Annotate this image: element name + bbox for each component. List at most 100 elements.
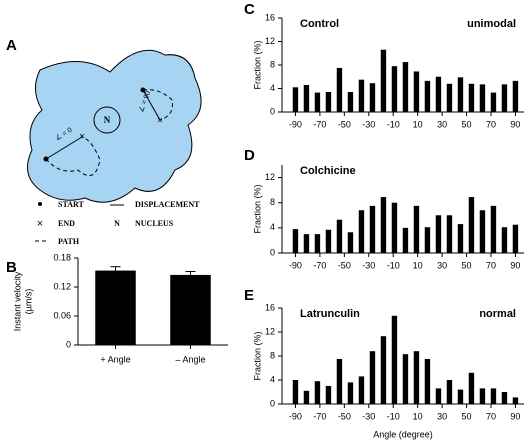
- legend-label: DISPLACEMENT: [135, 200, 200, 209]
- y-tick-label: 0: [270, 398, 275, 408]
- annotation: unimodal: [467, 18, 516, 30]
- x-tick-label: 50: [462, 260, 472, 270]
- bar: [424, 227, 431, 253]
- bar: [303, 234, 310, 253]
- x-tick-label: -30: [362, 411, 375, 421]
- legend-label: PATH: [58, 237, 80, 246]
- y-tick-label: 4: [270, 374, 275, 384]
- displacement: [142, 89, 161, 121]
- legend-label: START: [58, 200, 84, 209]
- y-tick-label: 8: [270, 59, 275, 69]
- bar: [402, 227, 409, 253]
- y-tick-label: 0.12: [53, 281, 71, 291]
- y-tick-label: 12: [265, 326, 275, 336]
- bar: [303, 84, 310, 112]
- panel-letter: D: [244, 147, 255, 164]
- x-tick-label: 30: [437, 260, 447, 270]
- bar: [325, 92, 332, 112]
- panel-letter: B: [6, 259, 17, 276]
- bar: [468, 197, 475, 253]
- y-tick-label: 0.18: [53, 252, 71, 262]
- bar: [391, 315, 398, 404]
- bar: [347, 232, 354, 253]
- x-tick-label: -90: [289, 260, 302, 270]
- x-tick-label: 90: [510, 411, 520, 421]
- legend-end: ×: [37, 218, 43, 230]
- x-tick-label: 70: [486, 119, 496, 129]
- y-tick-label: 0: [270, 106, 275, 116]
- x-tick-label: 50: [462, 119, 472, 129]
- legend-label: END: [58, 219, 75, 228]
- x-tick-label: -70: [313, 119, 326, 129]
- bar: [292, 229, 299, 253]
- x-tick-label: -90: [289, 119, 302, 129]
- bar: [314, 381, 321, 404]
- bar: [95, 270, 136, 345]
- bar: [292, 87, 299, 112]
- y-tick-label: 12: [265, 172, 275, 182]
- bar: [446, 215, 453, 253]
- x-tick-label: -50: [338, 411, 351, 421]
- bar: [501, 84, 508, 112]
- y-tick-label: 12: [265, 36, 275, 46]
- x-tick-label: -10: [387, 411, 400, 421]
- nucleus: [93, 106, 121, 134]
- x-tick-label: 70: [486, 411, 496, 421]
- bar: [457, 224, 464, 253]
- y-tick-label: 0: [270, 247, 275, 257]
- bar: [479, 84, 486, 112]
- x-tick-label: 10: [413, 260, 423, 270]
- y-axis-label: Fraction (%): [252, 184, 262, 233]
- x-tick-label: -30: [362, 260, 375, 270]
- bar: [358, 210, 365, 253]
- bar: [490, 92, 497, 112]
- bar: [347, 92, 354, 112]
- panel-letter: A: [6, 37, 17, 54]
- bar: [391, 66, 398, 112]
- bar: [380, 336, 387, 404]
- bar: [303, 390, 310, 404]
- bar: [501, 392, 508, 404]
- bar: [490, 205, 497, 253]
- path: [142, 89, 173, 121]
- x-tick-label: -30: [362, 119, 375, 129]
- displacement: [45, 136, 83, 160]
- y-tick-label: 16: [265, 12, 275, 22]
- bar: [325, 386, 332, 404]
- bar: [501, 227, 508, 253]
- bar: [358, 79, 365, 112]
- x-tick-label: 70: [486, 260, 496, 270]
- x-tick-label: -70: [313, 411, 326, 421]
- bar: [424, 80, 431, 112]
- bar: [446, 380, 453, 404]
- bar: [314, 92, 321, 112]
- bar: [380, 197, 387, 253]
- x-tick-label: -90: [289, 411, 302, 421]
- bar: [369, 205, 376, 253]
- panel-letter: C: [244, 1, 255, 18]
- y-tick-label: 8: [270, 350, 275, 360]
- bar: [479, 388, 486, 404]
- end: ×: [157, 116, 163, 127]
- bar: [402, 62, 409, 112]
- legend-start: [38, 202, 42, 206]
- y-tick-label: 4: [270, 83, 275, 93]
- x-tick-label: 30: [437, 119, 447, 129]
- bar: [369, 83, 376, 112]
- cell: [27, 49, 202, 203]
- y-tick-label: 0.06: [53, 310, 71, 320]
- legend-label: NUCLEUS: [135, 219, 174, 228]
- y-axis-label: Instant velocity: [12, 271, 22, 331]
- bar: [314, 234, 321, 253]
- bar: [413, 205, 420, 253]
- bar: [292, 380, 299, 404]
- bar: [358, 376, 365, 404]
- bar: [391, 202, 398, 253]
- x-tick-label: 90: [510, 260, 520, 270]
- y-axis-label: (µm/s): [23, 289, 33, 315]
- bar: [435, 388, 442, 404]
- bar: [490, 388, 497, 404]
- x-tick-label: 30: [437, 411, 447, 421]
- bar: [468, 372, 475, 404]
